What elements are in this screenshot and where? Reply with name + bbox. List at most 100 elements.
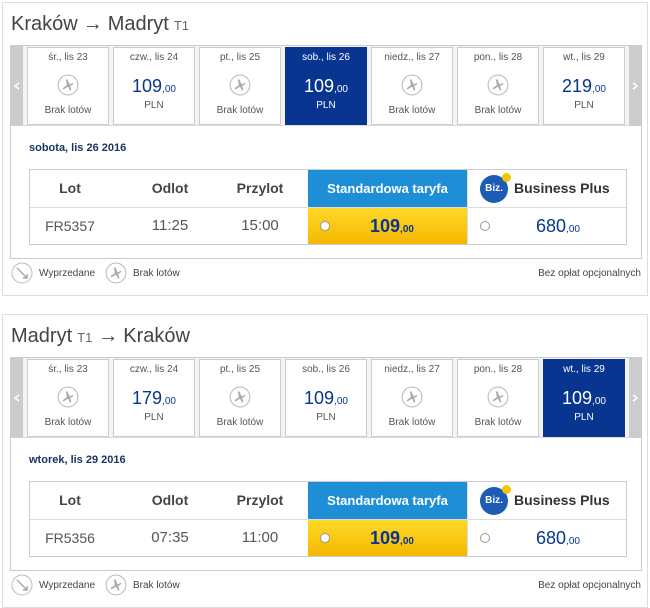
title-part: Kraków: [11, 13, 78, 35]
standard-header: Standardowa taryfa: [308, 482, 467, 519]
arrival: 15:00: [241, 217, 279, 234]
row-divider: [30, 207, 626, 208]
day-date: niedz., lis 27: [384, 52, 440, 63]
title-part: Kraków: [123, 325, 190, 347]
title-part: Madryt: [11, 325, 73, 347]
business-fare[interactable]: 680,00: [467, 520, 626, 556]
price-main: 680: [536, 216, 567, 236]
day-card[interactable]: wt., lis 29 219,00 PLN: [543, 47, 625, 125]
price-main: 219: [562, 76, 593, 96]
price-main: 109: [304, 76, 335, 96]
no-flights: Brak lotów: [388, 417, 436, 428]
radio-button[interactable]: [480, 533, 490, 543]
price-main: 109: [370, 216, 401, 236]
price-main: 109: [304, 388, 335, 408]
legend-item: Wyprzedane: [39, 580, 96, 591]
day-date: wt., lis 29: [563, 364, 605, 375]
day-card[interactable]: pon., lis 28 Brak lotów: [457, 359, 539, 437]
no-flights: Brak lotów: [216, 417, 264, 428]
column-header: Przylot: [236, 492, 284, 508]
no-flights: Brak lotów: [388, 105, 436, 116]
prev-button[interactable]: [11, 358, 23, 438]
price-cents: ,00: [566, 536, 580, 547]
sold-out-icon: [11, 262, 33, 284]
arrival: 11:00: [241, 529, 279, 546]
currency: PLN: [316, 412, 336, 423]
title-part: Madryt: [107, 13, 169, 35]
price-main: 109: [562, 388, 593, 408]
day-date: śr., lis 23: [48, 52, 88, 63]
day-date: pon., lis 28: [473, 52, 523, 63]
price-cents: ,00: [592, 84, 606, 95]
next-button[interactable]: [629, 358, 641, 438]
flight-section: Kraków → Madryt T1 śr., lis 23 Brak lotów czw.…: [2, 2, 648, 296]
plane-icon: [229, 74, 251, 96]
day-card[interactable]: czw., lis 24 179,00 PLN: [113, 359, 195, 437]
terminal: T1: [77, 330, 93, 345]
column-header: Odlot: [151, 180, 189, 196]
business-price: 680,00: [536, 208, 580, 244]
day-card[interactable]: pon., lis 28 Brak lotów: [457, 47, 539, 125]
standard-price: 109,00: [370, 520, 414, 556]
plane-icon: [57, 386, 79, 408]
row-divider: [30, 519, 626, 520]
price-cents: ,00: [400, 536, 414, 547]
day-card[interactable]: pt., lis 25 Brak lotów: [199, 359, 281, 437]
sold-out-icon: [11, 574, 33, 596]
day-card[interactable]: śr., lis 23 Brak lotów: [27, 359, 109, 437]
day-date: czw., lis 24: [129, 52, 179, 63]
standard-fare[interactable]: 109,00: [308, 520, 467, 556]
radio-button[interactable]: [480, 221, 490, 231]
price-cents: ,00: [162, 396, 176, 407]
column-header: Lot: [59, 180, 81, 196]
standard-fare[interactable]: 109,00: [308, 208, 467, 244]
day-card-selected[interactable]: sob., lis 26 109,00 PLN: [285, 47, 367, 125]
plane-icon: [401, 386, 423, 408]
no-flights: Brak lotów: [44, 417, 92, 428]
day-price: 179,00: [114, 388, 194, 409]
price-cents: ,00: [162, 84, 176, 95]
column-header: Lot: [59, 492, 81, 508]
day-card[interactable]: czw., lis 24 109,00 PLN: [113, 47, 195, 125]
day-price: 109,00: [114, 76, 194, 97]
currency: PLN: [144, 100, 164, 111]
plane-icon: [57, 74, 79, 96]
day-card[interactable]: pt., lis 25 Brak lotów: [199, 47, 281, 125]
date-strip: śr., lis 23 Brak lotów czw., lis 24 109,00 P…: [11, 46, 641, 126]
day-card[interactable]: śr., lis 23 Brak lotów: [27, 47, 109, 125]
day-date: śr., lis 23: [48, 364, 88, 375]
currency: PLN: [574, 100, 594, 111]
price-main: 680: [536, 528, 567, 548]
day-date: pt., lis 25: [219, 52, 261, 63]
next-button[interactable]: [629, 46, 641, 126]
radio-button[interactable]: [320, 533, 330, 543]
price-main: 109: [132, 76, 163, 96]
plane-icon: [105, 574, 127, 596]
radio-button[interactable]: [320, 221, 330, 231]
flight-number: FR5356: [45, 530, 95, 546]
day-card[interactable]: sob., lis 26 109,00 PLN: [285, 359, 367, 437]
price-cents: ,00: [592, 396, 606, 407]
price-cents: ,00: [400, 224, 414, 235]
column-header: Przylot: [236, 180, 284, 196]
day-card-selected[interactable]: wt., lis 29 109,00 PLN: [543, 359, 625, 437]
plane-icon: [105, 262, 127, 284]
section-title: Madryt T1 → Kraków: [11, 325, 195, 348]
selected-date: sobota, lis 26 2016: [29, 142, 127, 154]
day-card[interactable]: niedz., lis 27 Brak lotów: [371, 359, 453, 437]
currency: PLN: [316, 100, 336, 111]
prev-button[interactable]: [11, 46, 23, 126]
day-card[interactable]: niedz., lis 27 Brak lotów: [371, 47, 453, 125]
day-date: sob., lis 26: [302, 52, 350, 63]
plane-icon: [229, 386, 251, 408]
business-fare[interactable]: 680,00: [467, 208, 626, 244]
title-part: →: [98, 325, 119, 347]
no-flights: Brak lotów: [474, 417, 522, 428]
day-date: sob., lis 26: [302, 364, 350, 375]
fare-table: Lot Odlot Przylot Standardowa taryfa Biz. Bus…: [29, 169, 627, 245]
business-header: Biz. Business Plus: [467, 170, 626, 207]
day-date: pt., lis 25: [219, 364, 261, 375]
fee-note: Bez opłat opcjonalnych: [538, 580, 641, 591]
fare-table: Lot Odlot Przylot Standardowa taryfa Biz. Bus…: [29, 481, 627, 557]
